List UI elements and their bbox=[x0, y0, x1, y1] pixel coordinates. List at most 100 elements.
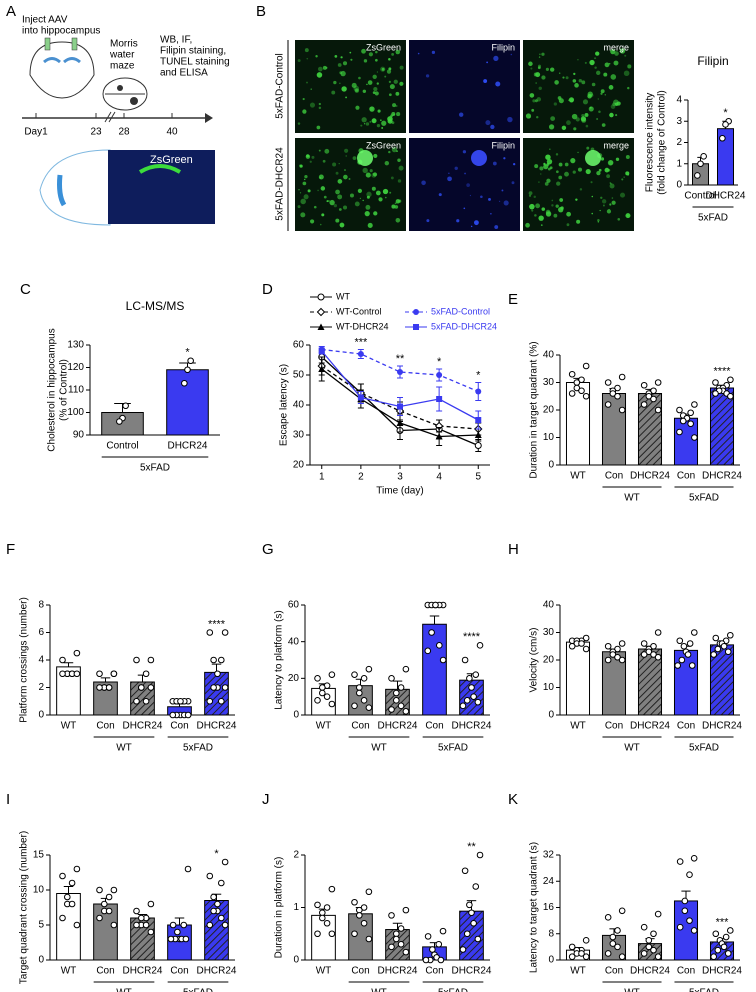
y-tick-label: 60 bbox=[288, 600, 300, 611]
image-texture bbox=[398, 199, 402, 203]
image-texture bbox=[395, 217, 401, 223]
y-tick-label: 24 bbox=[543, 876, 555, 887]
image-texture bbox=[466, 183, 470, 187]
legend-label: WT-DHCR24 bbox=[336, 321, 389, 331]
y-tick-label: 3 bbox=[676, 116, 682, 127]
x-tick-label: DHCR24 bbox=[122, 966, 162, 977]
data-point bbox=[319, 689, 326, 697]
timeline-break bbox=[104, 111, 116, 123]
y-tick-label: 32 bbox=[543, 850, 555, 861]
y-axis-label: (% of Control) bbox=[59, 359, 70, 421]
image-texture bbox=[586, 146, 590, 150]
data-point bbox=[578, 376, 585, 384]
image-texture bbox=[486, 61, 489, 64]
image-texture bbox=[555, 153, 559, 156]
data-point bbox=[459, 946, 467, 953]
y-tick-label: 40 bbox=[288, 636, 300, 647]
x-tick-label: 5 bbox=[475, 472, 481, 483]
data-point bbox=[402, 906, 410, 914]
day-label: 28 bbox=[118, 127, 130, 138]
significance: **** bbox=[713, 366, 731, 378]
image-texture bbox=[573, 72, 576, 76]
data-point bbox=[568, 370, 576, 378]
image-texture bbox=[376, 82, 379, 85]
image-texture bbox=[302, 109, 307, 114]
panel-letter: A bbox=[6, 3, 16, 20]
marker bbox=[413, 324, 419, 330]
image-texture bbox=[317, 189, 319, 192]
image-texture bbox=[365, 204, 371, 210]
image-texture bbox=[454, 166, 458, 170]
panel-letter: G bbox=[262, 541, 274, 558]
data-point bbox=[142, 697, 150, 705]
x-tick-label: DHCR24 bbox=[630, 721, 670, 732]
image-texture bbox=[492, 161, 497, 166]
data-point bbox=[618, 640, 626, 647]
image-texture bbox=[381, 67, 385, 71]
image-texture bbox=[480, 195, 483, 199]
image-texture bbox=[603, 72, 608, 77]
y-tick-label: 15 bbox=[33, 850, 45, 861]
image-texture bbox=[299, 192, 302, 194]
data-point bbox=[393, 689, 400, 697]
data-point bbox=[68, 900, 76, 908]
image-texture bbox=[585, 150, 601, 166]
data-point bbox=[365, 704, 373, 711]
image-texture bbox=[564, 171, 569, 177]
panel-b-images: B 5xFAD-Control ZsGreen Filipin merge 5xFAD-… bbox=[256, 3, 634, 231]
image-texture bbox=[529, 203, 535, 210]
data-point bbox=[73, 865, 81, 873]
data-point bbox=[582, 392, 590, 400]
image-texture bbox=[601, 123, 606, 127]
image-texture bbox=[373, 153, 378, 158]
image-texture bbox=[334, 54, 338, 58]
image-texture bbox=[344, 169, 346, 171]
timeline-arrow bbox=[205, 113, 213, 123]
data-point bbox=[640, 381, 648, 389]
data-point bbox=[461, 867, 469, 875]
data-point bbox=[110, 670, 118, 678]
image-texture bbox=[388, 57, 391, 61]
x-tick-label: Con bbox=[170, 966, 188, 977]
marker bbox=[318, 365, 326, 372]
x-tick-label: WT bbox=[570, 471, 586, 482]
marker bbox=[396, 419, 404, 426]
data-point bbox=[582, 953, 590, 961]
data-point bbox=[678, 656, 686, 664]
data-point bbox=[691, 401, 698, 408]
image-texture bbox=[541, 207, 546, 211]
image-texture bbox=[566, 120, 571, 126]
image-texture bbox=[601, 199, 607, 204]
image-texture bbox=[572, 170, 576, 174]
data-point bbox=[402, 708, 410, 715]
group-label: 5xFAD bbox=[183, 743, 213, 754]
y-tick-label: 2 bbox=[38, 682, 44, 693]
image-texture bbox=[525, 113, 532, 119]
x-tick-label: DHCR24 bbox=[705, 191, 745, 202]
image-texture bbox=[339, 71, 343, 75]
image-texture bbox=[535, 82, 537, 84]
image-texture bbox=[574, 83, 579, 88]
column-label: Filipin bbox=[491, 42, 515, 52]
image-texture bbox=[493, 55, 499, 61]
data-point bbox=[687, 409, 694, 417]
image-texture bbox=[425, 74, 430, 78]
image-texture bbox=[556, 181, 561, 186]
data-point bbox=[722, 121, 729, 128]
y-axis-label: Duration in platform (s) bbox=[274, 857, 285, 959]
significance: *** bbox=[716, 916, 730, 928]
image-texture bbox=[337, 194, 343, 200]
data-point bbox=[169, 921, 177, 929]
image-texture bbox=[363, 59, 368, 63]
image-texture bbox=[389, 191, 392, 194]
inject-text: into hippocampus bbox=[22, 26, 100, 37]
data-point bbox=[690, 629, 698, 636]
y-tick-label: 30 bbox=[543, 627, 555, 638]
image-texture bbox=[471, 150, 487, 166]
image-texture bbox=[530, 67, 533, 70]
image-texture bbox=[317, 66, 323, 72]
image-texture bbox=[627, 64, 632, 69]
data-point bbox=[640, 640, 648, 647]
image-texture bbox=[494, 225, 499, 229]
image-texture bbox=[369, 106, 374, 111]
